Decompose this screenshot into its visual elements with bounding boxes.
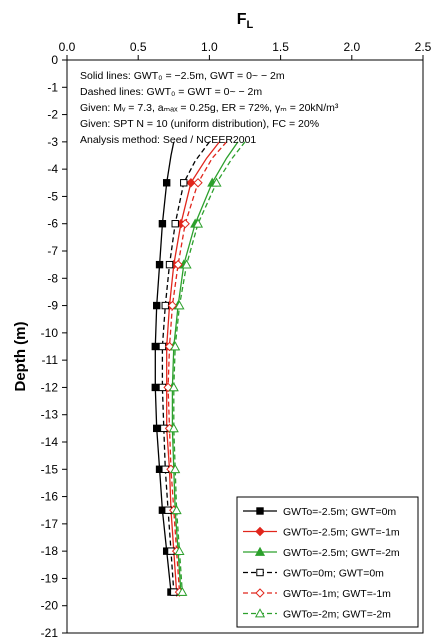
y-tick-label: -6: [47, 217, 58, 231]
legend-entry-2: GWTo=-2.5m; GWT=-1m: [243, 527, 400, 539]
y-tick-label: -15: [41, 462, 59, 476]
y-tick-label: -13: [41, 408, 59, 422]
annotation-line-1: Solid lines: GWT₀ = −2.5m, GWT = 0~ − 2m: [80, 70, 285, 82]
x-tick-label: 2.0: [343, 40, 360, 54]
y-tick-label: -12: [41, 380, 59, 394]
legend-swatch-marker: [255, 526, 265, 537]
series-point: [211, 177, 222, 187]
legend-swatch-marker: [256, 507, 264, 515]
y-tick-label: -2: [47, 108, 58, 122]
series-point: [171, 220, 179, 228]
series-point: [171, 504, 182, 515]
y-tick-label: -8: [47, 271, 58, 285]
y-tick-label: -14: [41, 435, 59, 449]
series-point: [153, 301, 161, 310]
series-point: [168, 382, 179, 392]
series-point: [165, 260, 174, 269]
series-point: [180, 179, 188, 187]
legend: GWTo=-2.5m; GWT=0m GWTo=-2.5m; GWT=-1m GWT…: [236, 496, 419, 628]
x-tick-label: 1.0: [201, 40, 218, 54]
annotation-line-2: Dashed lines: GWT₀ = GWT = 0~ − 2m: [80, 86, 262, 98]
legend-label: GWTo=-2.5m; GWT=0m: [283, 506, 396, 518]
annotation-line-4: Given: SPT N = 10 (uniform distribution)…: [80, 118, 319, 130]
series-point: [151, 383, 159, 392]
legend-swatch-marker: [255, 588, 265, 598]
y-tick-label: -5: [47, 189, 58, 203]
y-tick-label: -7: [47, 244, 58, 258]
y-tick-label: -16: [41, 490, 59, 504]
y-tick-label: -21: [41, 626, 59, 640]
series-point: [181, 259, 192, 269]
y-tick-label: -20: [41, 599, 59, 613]
series-point: [177, 586, 188, 596]
axes-layer: 0.0 0.5 1.0 1.5 2.0 2.5 0 -1 -2 -3 -4 -5 -6 -7 -8 -9 -10…: [12, 11, 432, 640]
legend-label: GWTo=-1m; GWT=-1m: [283, 588, 391, 600]
legend-frame: [236, 496, 419, 628]
series-point: [186, 178, 196, 188]
legend-entry-6: GWTo=-2m; GWT=-2m: [243, 608, 391, 621]
series-point: [158, 342, 167, 351]
series-6: [168, 141, 246, 596]
legend-label: GWTo=-2m; GWT=-2m: [283, 609, 391, 621]
series-point: [168, 423, 179, 433]
y-axis-title: Depth (m): [12, 322, 29, 392]
y-tick-label: -3: [47, 135, 58, 149]
x-tick-label: 1.5: [272, 40, 289, 54]
series-point: [170, 341, 181, 351]
series-layer: [151, 141, 246, 597]
legend-entry-5: GWTo=-1m; GWT=-1m: [243, 588, 391, 600]
annotation-line-3: Given: Mᵥ = 7.3, aₘₐₓ = 0.25g, ER = 72%,…: [80, 102, 339, 114]
legend-label: GWTo=-2.5m; GWT=-1m: [283, 527, 400, 539]
series-point: [192, 218, 204, 228]
legend-label: GWTo=-2.5m; GWT=-2m: [283, 547, 400, 559]
y-tick-label: -1: [47, 80, 58, 94]
annotation-box: Solid lines: GWT₀ = −2.5m, GWT = 0~ − 2m…: [80, 70, 339, 146]
series-point: [174, 545, 185, 556]
y-tick-label: -11: [42, 353, 59, 367]
x-axis-title: FL: [237, 11, 254, 31]
x-tick-label: 0.0: [59, 40, 76, 54]
x-axis-title-main: F: [237, 11, 247, 28]
y-tick-label: -17: [41, 517, 59, 531]
y-tick-label: -9: [47, 299, 58, 313]
x-axis-title-subscript: L: [247, 19, 254, 31]
legend-swatch-marker: [254, 546, 266, 556]
legend-entry-4: GWTo=0m; GWT=0m: [243, 568, 384, 580]
series-point: [161, 301, 169, 310]
y-tick-label: 0: [51, 53, 58, 67]
series-point: [158, 220, 167, 228]
y-tick-label: -18: [41, 544, 59, 558]
annotation-line-5: Analysis method: Seed / NCEER2001: [80, 134, 256, 146]
legend-entry-3: GWTo=-2.5m; GWT=-2m: [243, 546, 400, 559]
x-tick-label: 0.5: [130, 40, 147, 54]
legend-entry-1: GWTo=-2.5m; GWT=0m: [243, 506, 396, 518]
y-tick-label: -19: [41, 571, 59, 585]
legend-swatch-marker: [254, 608, 266, 618]
y-tick-label: -10: [41, 326, 59, 340]
y-tick-label: -4: [47, 162, 58, 176]
series-point: [151, 342, 159, 351]
series-point: [153, 424, 161, 433]
series-point: [155, 260, 164, 269]
x-tick-label: 2.5: [415, 40, 432, 54]
legend-swatch-marker: [256, 568, 264, 577]
legend-label: GWTo=0m; GWT=0m: [283, 568, 384, 580]
series-point: [170, 464, 181, 474]
series-point: [180, 219, 190, 229]
series-point: [193, 178, 203, 188]
series-point: [174, 300, 185, 310]
series-point: [173, 259, 183, 270]
series-point: [167, 300, 178, 311]
series-point: [162, 179, 171, 187]
